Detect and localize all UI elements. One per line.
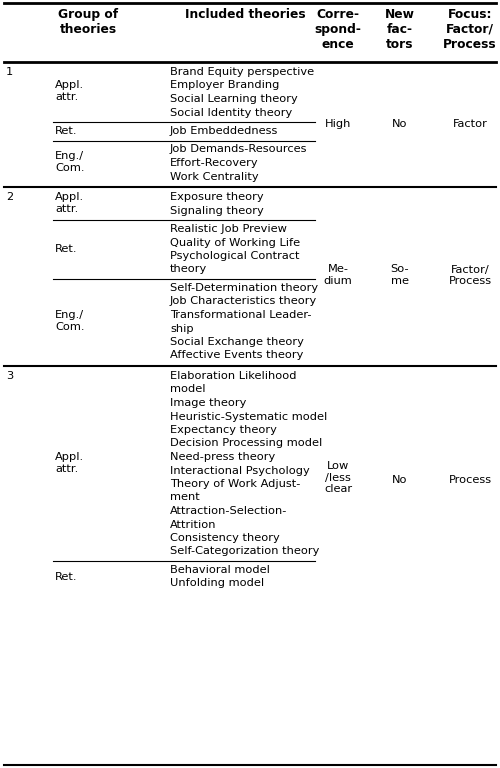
Text: Ret.: Ret. xyxy=(55,571,78,581)
Text: No: No xyxy=(392,475,408,485)
Text: Appl.
attr.: Appl. attr. xyxy=(55,81,84,102)
Text: Transformational Leader-: Transformational Leader- xyxy=(170,310,312,320)
Text: No: No xyxy=(392,119,408,129)
Text: Focus:
Factor/
Process: Focus: Factor/ Process xyxy=(443,8,497,51)
Text: Exposure theory: Exposure theory xyxy=(170,192,264,202)
Text: Factor/
Process: Factor/ Process xyxy=(448,264,492,286)
Text: model: model xyxy=(170,385,205,395)
Text: Decision Processing model: Decision Processing model xyxy=(170,439,322,449)
Text: Attrition: Attrition xyxy=(170,519,216,529)
Text: 1: 1 xyxy=(6,67,13,77)
Text: Factor: Factor xyxy=(452,119,488,129)
Text: Expectancy theory: Expectancy theory xyxy=(170,425,277,435)
Text: Realistic Job Preview: Realistic Job Preview xyxy=(170,224,287,234)
Text: Theory of Work Adjust-: Theory of Work Adjust- xyxy=(170,479,300,489)
Text: Effort-Recovery: Effort-Recovery xyxy=(170,158,258,168)
Text: ment: ment xyxy=(170,492,200,502)
Text: ship: ship xyxy=(170,323,194,333)
Text: Self-Categorization theory: Self-Categorization theory xyxy=(170,547,320,557)
Text: Signaling theory: Signaling theory xyxy=(170,206,264,216)
Text: Behavioral model: Behavioral model xyxy=(170,565,270,575)
Text: Process: Process xyxy=(448,475,492,485)
Text: Low
/less
clear: Low /less clear xyxy=(324,462,352,495)
Text: Elaboration Likelihood: Elaboration Likelihood xyxy=(170,371,296,381)
Text: Appl.
attr.: Appl. attr. xyxy=(55,452,84,474)
Text: Appl.
attr.: Appl. attr. xyxy=(55,192,84,214)
Text: Job Demands-Resources: Job Demands-Resources xyxy=(170,144,308,154)
Text: Unfolding model: Unfolding model xyxy=(170,578,264,588)
Text: Consistency theory: Consistency theory xyxy=(170,533,280,543)
Text: Heuristic-Systematic model: Heuristic-Systematic model xyxy=(170,412,327,422)
Text: 2: 2 xyxy=(6,192,13,202)
Text: Social Identity theory: Social Identity theory xyxy=(170,108,292,118)
Text: Me-
dium: Me- dium xyxy=(324,264,352,286)
Text: Need-press theory: Need-press theory xyxy=(170,452,275,462)
Text: Ret.: Ret. xyxy=(55,244,78,254)
Text: 3: 3 xyxy=(6,371,13,381)
Text: Affective Events theory: Affective Events theory xyxy=(170,350,304,360)
Text: New
fac-
tors: New fac- tors xyxy=(385,8,415,51)
Text: Quality of Working Life: Quality of Working Life xyxy=(170,237,300,247)
Text: Self-Determination theory: Self-Determination theory xyxy=(170,283,318,293)
Text: So-
me: So- me xyxy=(390,264,409,286)
Text: Job Embeddedness: Job Embeddedness xyxy=(170,126,278,136)
Text: Group of
theories: Group of theories xyxy=(58,8,118,36)
Text: Image theory: Image theory xyxy=(170,398,246,408)
Text: Job Characteristics theory: Job Characteristics theory xyxy=(170,296,318,306)
Text: theory: theory xyxy=(170,264,207,274)
Text: Interactional Psychology: Interactional Psychology xyxy=(170,465,310,475)
Text: Psychological Contract: Psychological Contract xyxy=(170,251,300,261)
Text: Eng./
Com.: Eng./ Com. xyxy=(55,310,84,332)
Text: Employer Branding: Employer Branding xyxy=(170,81,280,91)
Text: Corre-
spond-
ence: Corre- spond- ence xyxy=(314,8,362,51)
Text: Eng./
Com.: Eng./ Com. xyxy=(55,151,84,173)
Text: Brand Equity perspective: Brand Equity perspective xyxy=(170,67,314,77)
Text: High: High xyxy=(325,119,351,129)
Text: Attraction-Selection-: Attraction-Selection- xyxy=(170,506,288,516)
Text: Social Exchange theory: Social Exchange theory xyxy=(170,337,304,347)
Text: Ret.: Ret. xyxy=(55,126,78,136)
Text: Work Centrality: Work Centrality xyxy=(170,171,258,181)
Text: Social Learning theory: Social Learning theory xyxy=(170,94,298,104)
Text: Included theories: Included theories xyxy=(184,8,306,21)
